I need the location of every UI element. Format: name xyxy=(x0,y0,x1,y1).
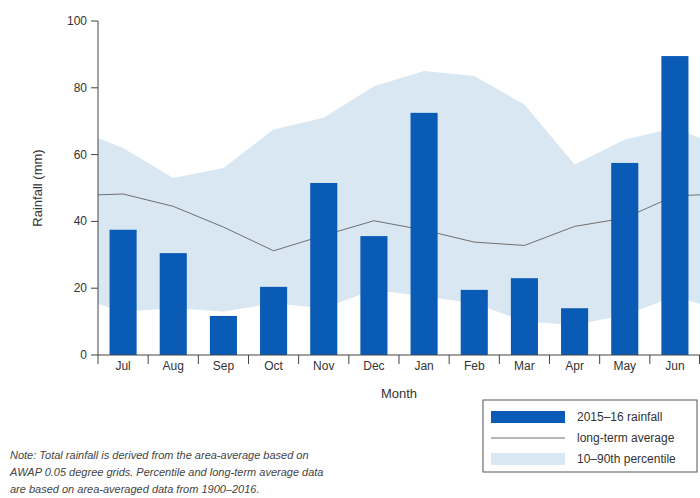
rainfall-bar xyxy=(210,316,237,355)
y-tick xyxy=(91,355,98,356)
x-tick xyxy=(599,355,600,364)
x-tick-label: Feb xyxy=(464,359,485,373)
rainfall-bar xyxy=(611,163,638,355)
x-tick-label: Oct xyxy=(264,359,283,373)
average-line-edge xyxy=(98,194,123,196)
x-tick-label: Dec xyxy=(363,359,384,373)
rainfall-bar xyxy=(310,183,337,355)
x-tick-label: Apr xyxy=(565,359,584,373)
x-tick-label: Nov xyxy=(313,359,334,373)
legend: 2015–16 rainfall long-term average 10–90th… xyxy=(483,400,697,472)
rainfall-bar xyxy=(160,253,187,355)
y-tick-label: 60 xyxy=(74,148,88,162)
x-tick xyxy=(98,355,99,364)
rainfall-bar xyxy=(360,236,387,355)
note-line: AWAP 0.05 degree grids. Percentile and l… xyxy=(9,466,323,478)
x-tick xyxy=(248,355,249,364)
average-line xyxy=(123,194,675,251)
note-line: Note: Total rainfall is derived from the… xyxy=(10,449,309,461)
y-axis-title: Rainfall (mm) xyxy=(30,149,45,226)
x-tick xyxy=(148,355,149,364)
rainfall-bar xyxy=(110,230,137,355)
x-tick xyxy=(699,355,700,364)
y-tick xyxy=(91,87,98,88)
x-tick xyxy=(549,355,550,364)
y-axis-line xyxy=(98,21,99,355)
y-tick-label: 80 xyxy=(74,81,88,95)
x-tick-label: Jul xyxy=(115,359,130,373)
chart: 0 20 40 60 80 100 Rainfall (mm) Jul Aug Sep Oct Nov… xyxy=(0,0,700,498)
x-tick-label: Mar xyxy=(514,359,535,373)
y-tick xyxy=(91,288,98,289)
x-tick xyxy=(499,355,500,364)
legend-label: 2015–16 rainfall xyxy=(577,410,662,424)
x-axis-title: Month xyxy=(381,386,417,401)
x-tick xyxy=(399,355,400,364)
x-tick xyxy=(298,355,299,364)
x-tick xyxy=(198,355,199,364)
x-tick-label: Jun xyxy=(665,359,684,373)
legend-swatch xyxy=(491,438,565,439)
legend-label: 10–90th percentile xyxy=(577,452,676,466)
rainfall-bar xyxy=(511,278,538,355)
y-tick-label: 40 xyxy=(74,214,88,228)
x-tick-label: Jan xyxy=(414,359,433,373)
x-tick-label: Sep xyxy=(213,359,235,373)
legend-swatch xyxy=(491,453,565,465)
x-tick-label: May xyxy=(613,359,636,373)
rainfall-bar xyxy=(411,113,438,355)
x-tick-label: Aug xyxy=(163,359,184,373)
rainfall-bar xyxy=(561,308,588,355)
note-line: are based on area-averaged data from 190… xyxy=(10,483,260,495)
y-tick xyxy=(91,221,98,222)
legend-label: long-term average xyxy=(577,431,675,445)
y-tick-label: 20 xyxy=(74,281,88,295)
legend-box xyxy=(483,400,697,472)
plot-area xyxy=(98,56,700,355)
x-tick xyxy=(449,355,450,364)
percentile-band xyxy=(123,71,675,325)
rainfall-bar xyxy=(461,290,488,355)
rainfall-bar xyxy=(260,287,287,355)
rainfall-bar xyxy=(661,56,688,355)
y-tick-label: 0 xyxy=(80,348,87,362)
y-tick xyxy=(91,154,98,155)
legend-swatch xyxy=(491,411,565,423)
y-tick-label: 100 xyxy=(67,14,87,28)
y-tick xyxy=(91,21,98,22)
x-tick xyxy=(649,355,650,364)
x-tick xyxy=(348,355,349,364)
